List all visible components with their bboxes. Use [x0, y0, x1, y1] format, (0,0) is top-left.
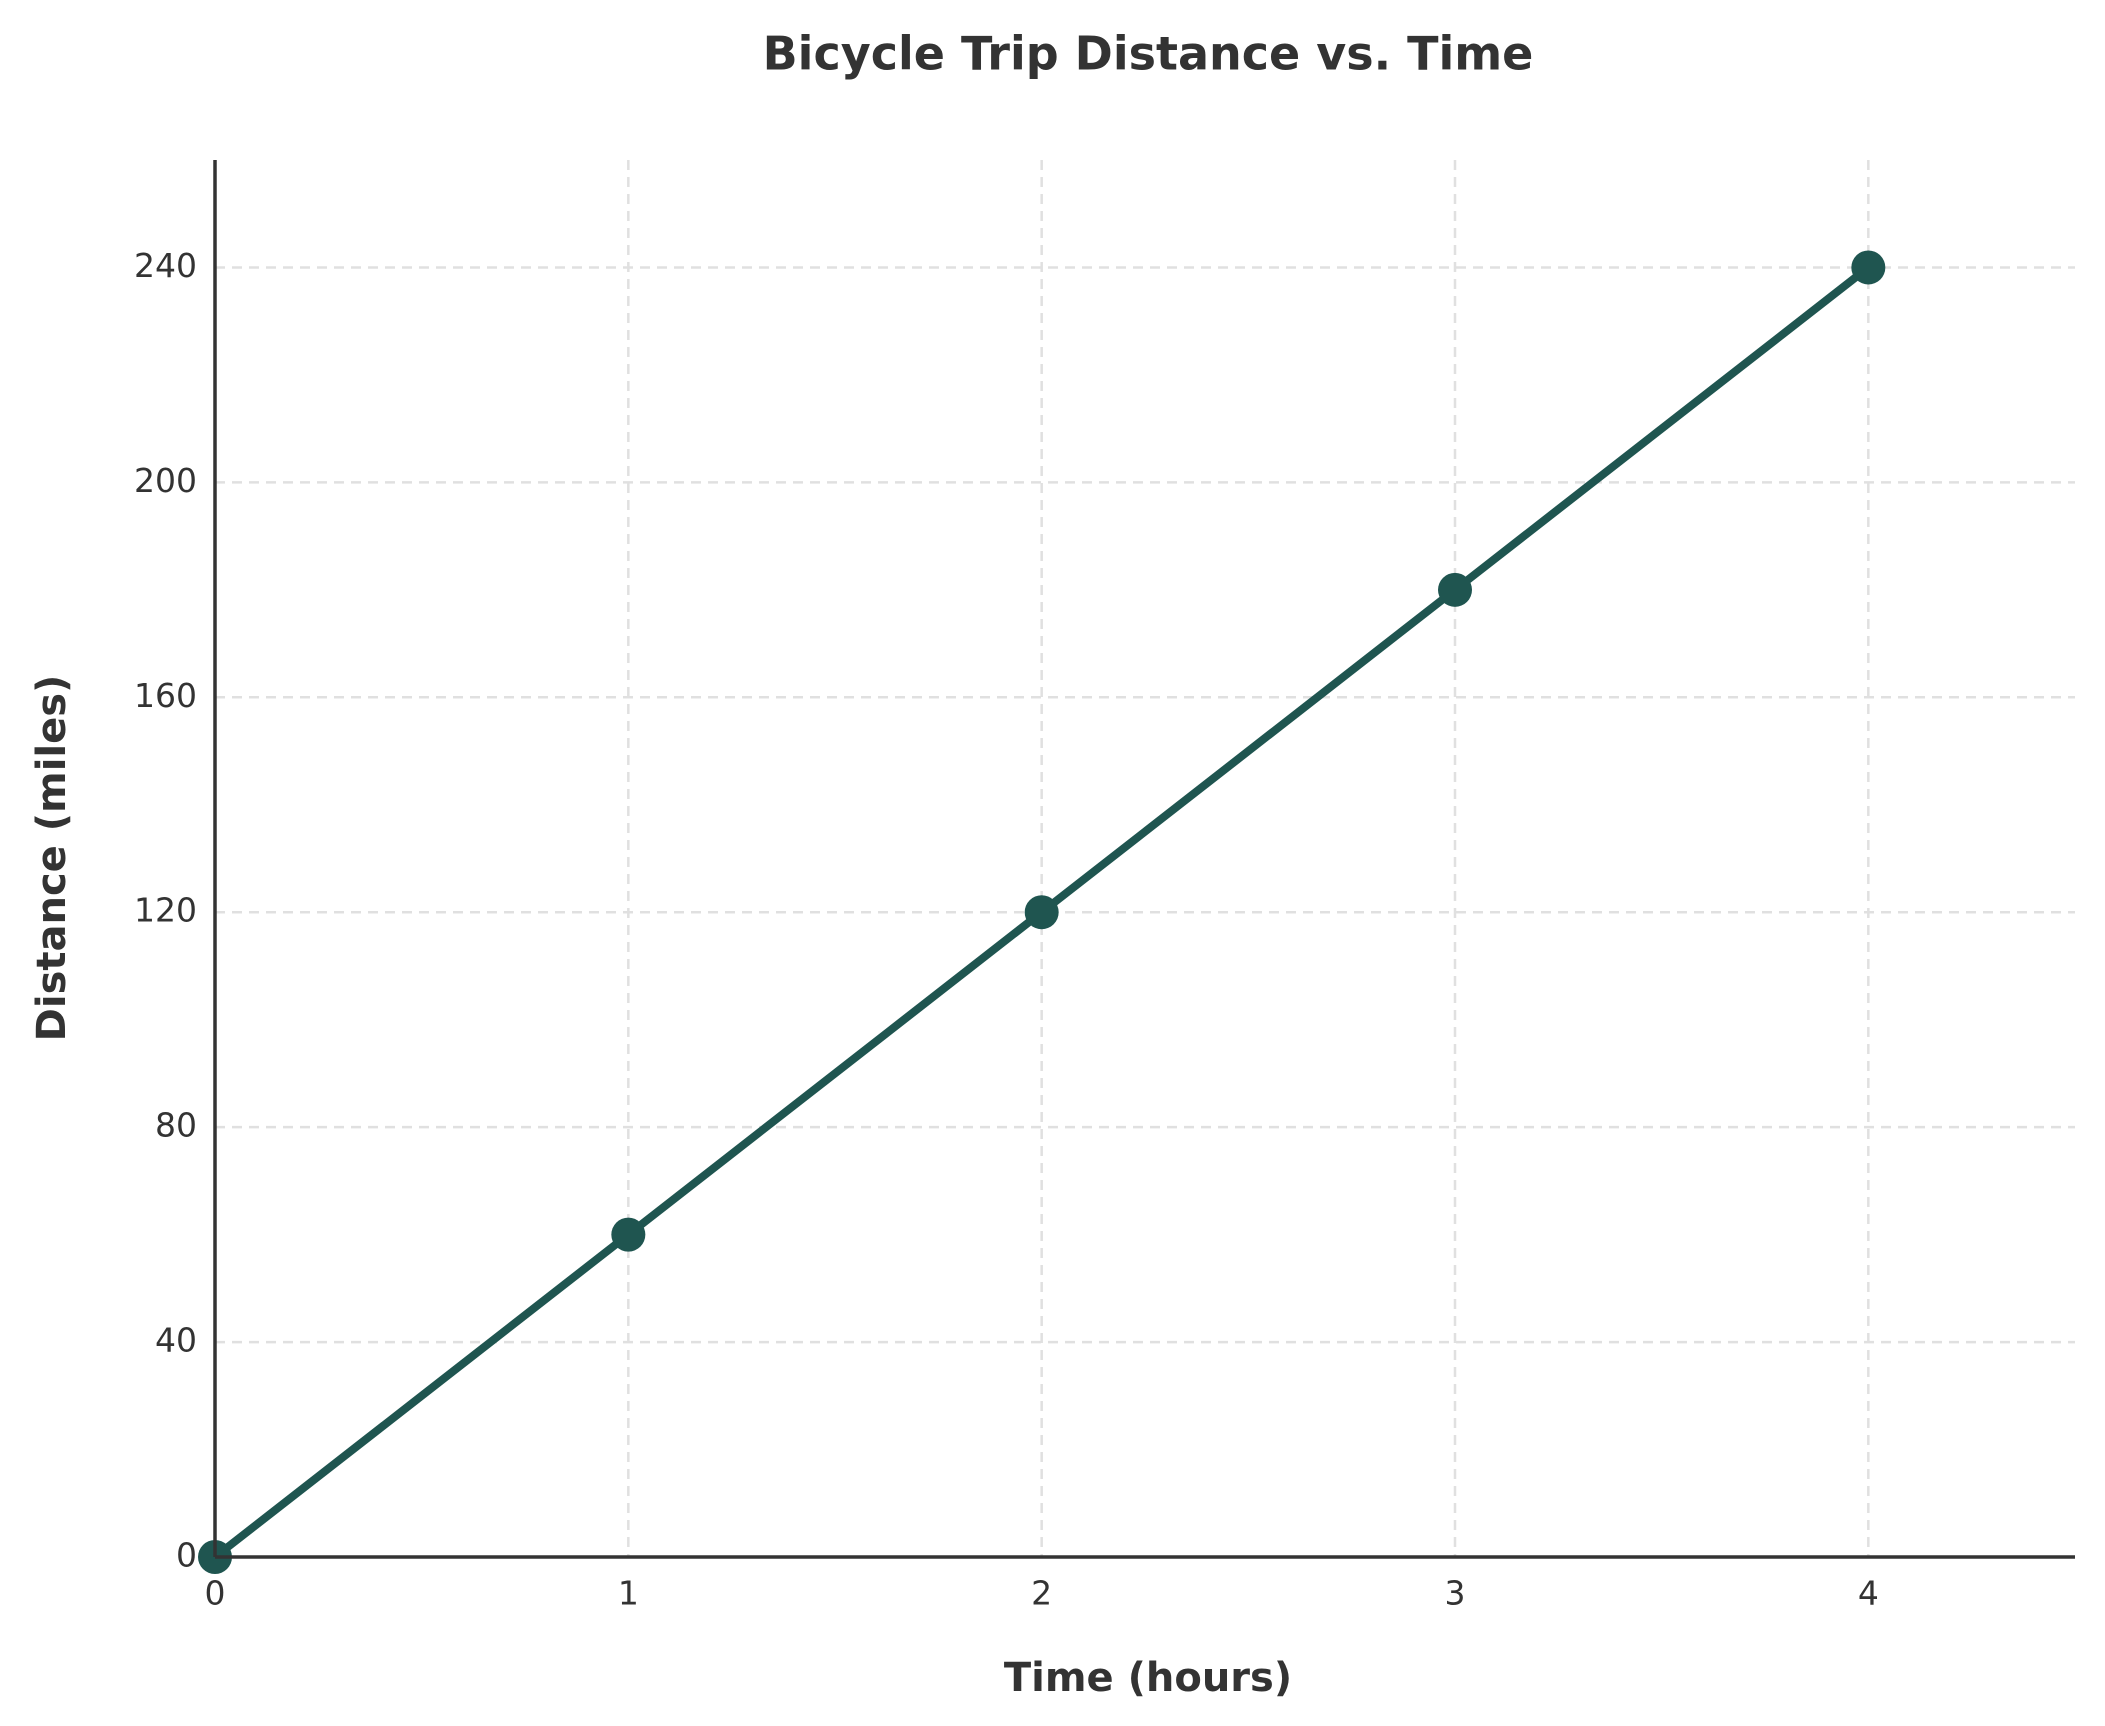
y-tick-label: 160 — [134, 676, 197, 715]
chart-title: Bicycle Trip Distance vs. Time — [763, 27, 1534, 81]
y-tick-label: 120 — [134, 891, 197, 930]
data-point — [1024, 895, 1059, 930]
x-tick-label: 1 — [618, 1574, 639, 1613]
data-point — [611, 1217, 646, 1252]
x-tick-label: 2 — [1031, 1574, 1052, 1613]
y-tick-label: 80 — [155, 1106, 197, 1145]
y-tick-label: 0 — [176, 1536, 197, 1575]
y-tick-label: 200 — [134, 461, 197, 500]
x-tick-label: 3 — [1445, 1574, 1466, 1613]
data-point — [1438, 572, 1472, 607]
x-tick-label: 0 — [205, 1574, 226, 1613]
x-tick-label: 4 — [1858, 1574, 1879, 1613]
x-axis-label: Time (hours) — [1004, 1655, 1292, 1701]
y-axis-label: Distance (miles) — [29, 675, 75, 1042]
y-tick-label: 40 — [155, 1321, 197, 1360]
data-point — [1851, 250, 1886, 285]
y-tick-label: 240 — [134, 246, 197, 285]
grid — [213, 160, 2075, 1559]
plot-area — [198, 250, 1886, 1574]
